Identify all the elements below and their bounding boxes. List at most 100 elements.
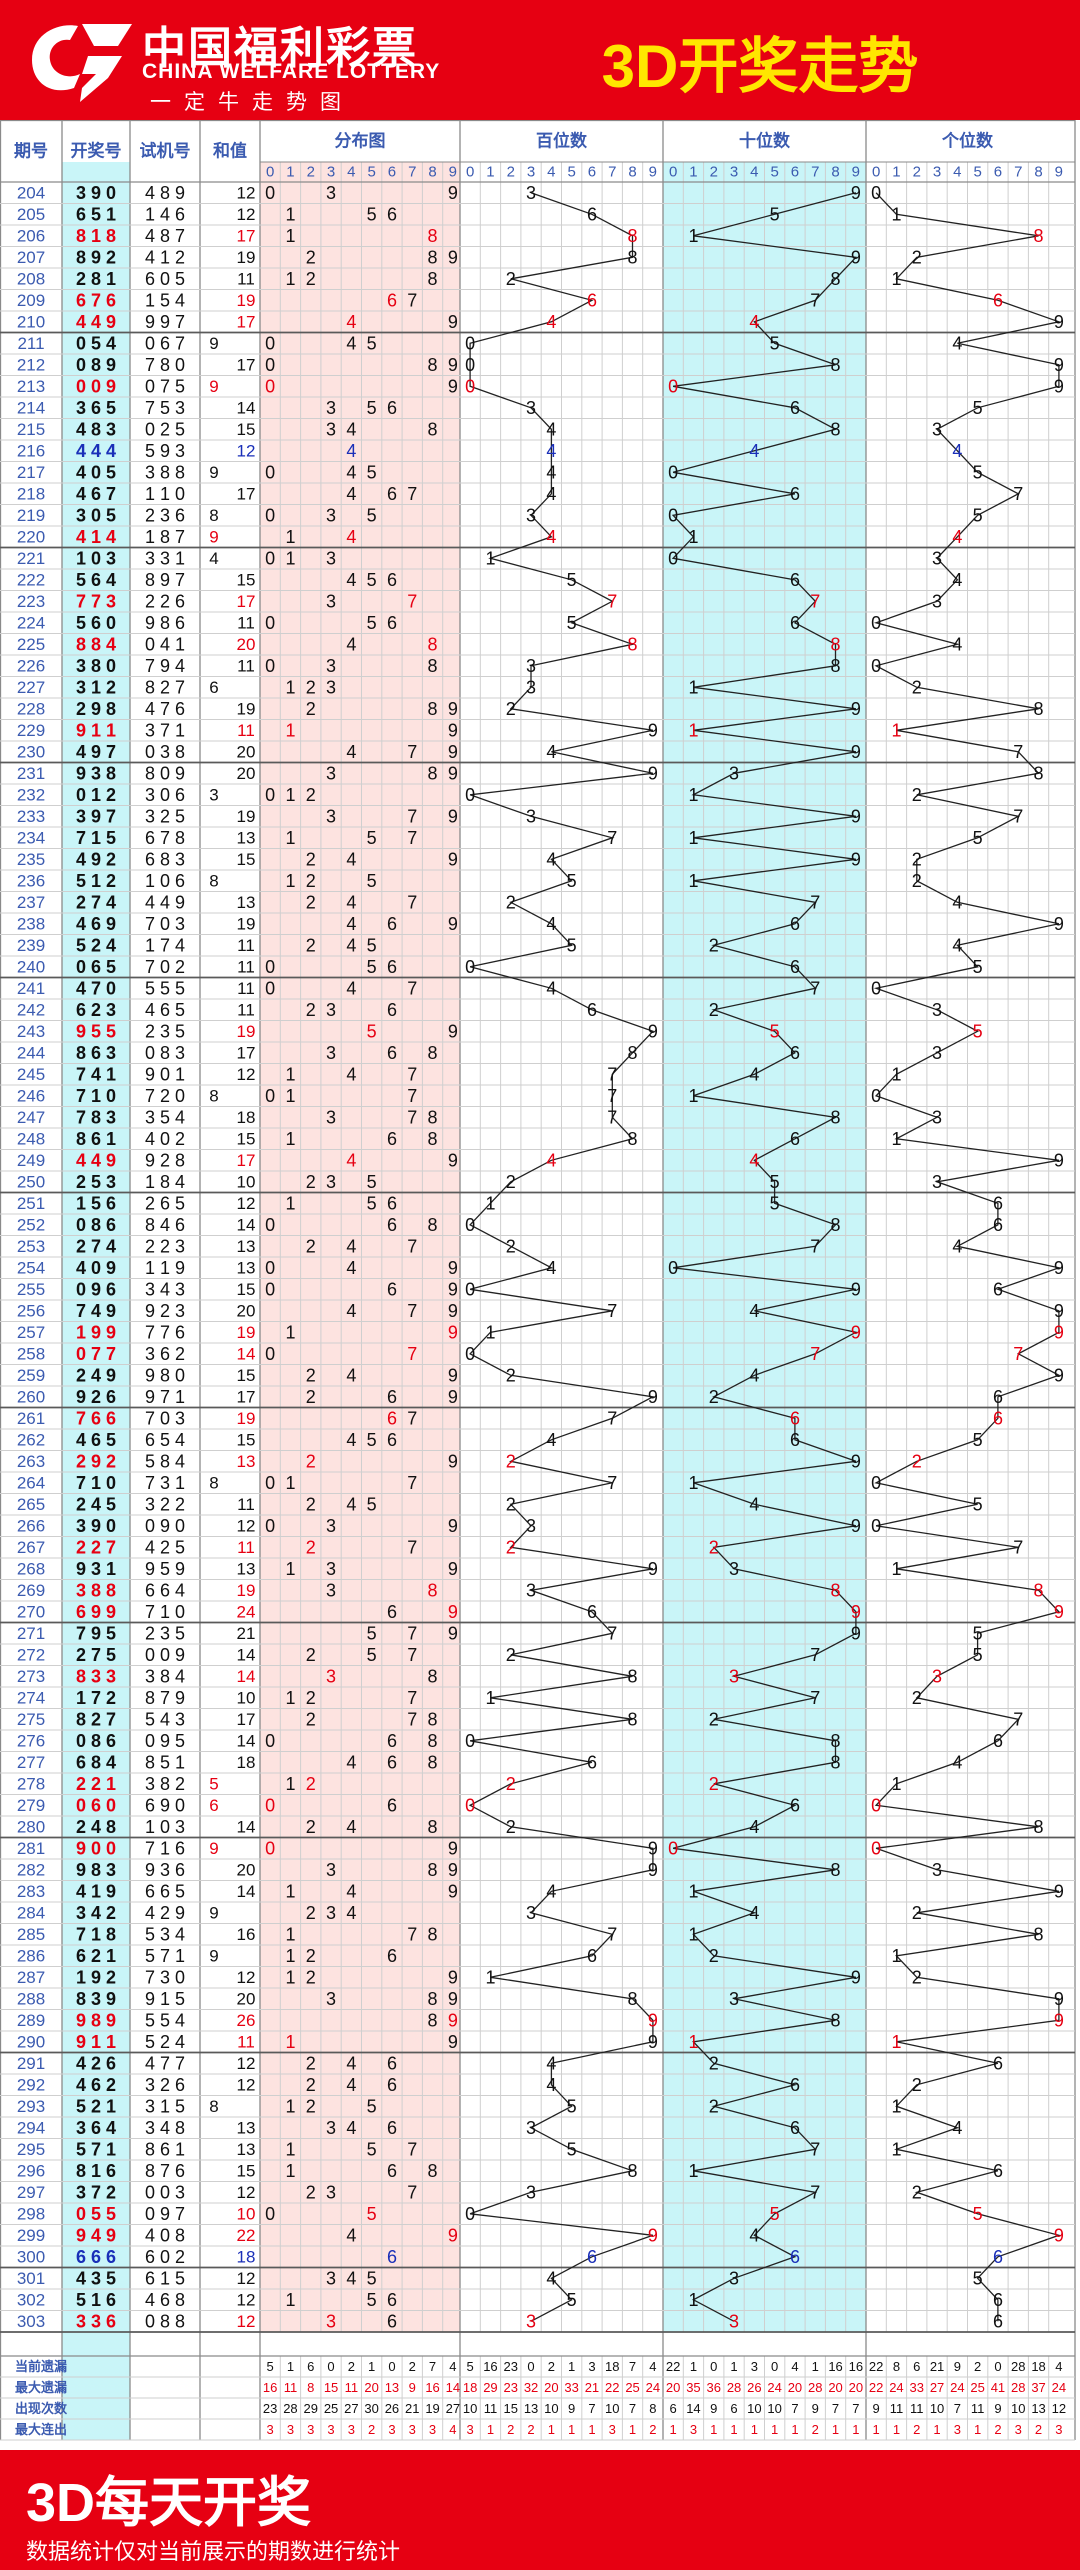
stat-value: 10 [767, 2401, 781, 2416]
draw-number: 4 6 5 [76, 1430, 116, 1450]
tens-digit: 8 [831, 1107, 841, 1127]
tens-digit: 4 [749, 2225, 759, 2245]
hundreds-digit: 2 [506, 892, 516, 912]
distribution-digit: 8 [428, 1043, 438, 1063]
draw-number: 6 9 9 [76, 1602, 116, 1622]
distribution-digit: 2 [306, 1688, 316, 1708]
section-header: 百位数 [536, 131, 588, 151]
hundreds-digit: 1 [485, 1688, 495, 1708]
stat-value: 9 [873, 2401, 880, 2416]
distribution-digit: 3 [326, 656, 336, 676]
distribution-digit: 5 [367, 1193, 377, 1213]
test-number: 4 6 5 [145, 1000, 185, 1020]
tens-digit: 6 [790, 1408, 800, 1428]
tens-digit: 1 [688, 785, 698, 805]
digit-header: 4 [750, 164, 758, 181]
distribution-digit: 2 [306, 1903, 316, 1923]
stat-value: 37 [1031, 2380, 1045, 2395]
hundreds-digit: 2 [506, 1236, 516, 1256]
period-number: 249 [17, 1151, 45, 1170]
period-number: 282 [17, 1860, 45, 1879]
distribution-digit: 0 [265, 978, 275, 998]
distribution-digit: 5 [367, 1430, 377, 1450]
draw-number: 9 3 8 [76, 763, 116, 783]
stat-value: 4 [449, 2422, 456, 2437]
digit-header: 6 [388, 164, 396, 181]
distribution-digit: 7 [407, 1645, 417, 1665]
sum-value: 14 [237, 398, 256, 417]
hundreds-digit: 9 [648, 2010, 658, 2030]
test-number: 3 2 2 [145, 1494, 185, 1514]
distribution-digit: 3 [326, 1903, 336, 1923]
draw-number: 7 6 6 [76, 1408, 116, 1428]
period-number: 299 [17, 2226, 45, 2245]
section-header: 个位数 [941, 131, 994, 151]
sum-value: 10 [237, 1688, 256, 1707]
stat-value: 7 [588, 2401, 595, 2416]
test-number: 0 8 8 [145, 2311, 185, 2331]
stat-value: 3 [690, 2422, 697, 2437]
stat-value: 29 [483, 2380, 497, 2395]
stat-value: 18 [463, 2380, 477, 2395]
tens-digit: 1 [688, 1881, 698, 1901]
sum-value: 11 [237, 613, 255, 632]
tens-digit: 0 [668, 1258, 678, 1278]
stat-value: 1 [730, 2359, 737, 2374]
distribution-digit: 4 [346, 1881, 356, 1901]
period-number: 258 [17, 1344, 45, 1363]
test-number: 0 7 5 [145, 376, 185, 396]
tens-digit: 6 [790, 1129, 800, 1149]
units-digit: 1 [891, 1129, 901, 1149]
test-number: 3 1 5 [145, 2096, 185, 2116]
stat-value: 11 [345, 2380, 359, 2395]
distribution-digit: 0 [265, 613, 275, 633]
sum-value: 17 [237, 355, 256, 374]
test-number: 7 3 1 [145, 1473, 185, 1493]
digit-header: 3 [527, 164, 535, 181]
distribution-digit: 8 [428, 1107, 438, 1127]
distribution-digit: 2 [306, 1494, 316, 1514]
hundreds-digit: 4 [546, 462, 556, 482]
distribution-digit: 1 [285, 828, 295, 848]
distribution-digit: 2 [306, 1946, 316, 1966]
distribution-digit: 3 [326, 2268, 336, 2288]
distribution-digit: 7 [407, 1623, 417, 1643]
sum-value: 12 [237, 2054, 256, 2073]
stat-value: 27 [446, 2401, 460, 2416]
draw-number: 5 1 2 [76, 871, 116, 891]
distribution-digit: 5 [367, 2290, 377, 2310]
hundreds-digit: 7 [607, 1064, 617, 1084]
distribution-digit: 1 [285, 1473, 295, 1493]
sum-value: 9 [209, 463, 218, 482]
draw-number: 3 7 2 [76, 2182, 116, 2202]
hundreds-digit: 8 [628, 226, 638, 246]
test-number: 3 4 8 [145, 2118, 185, 2138]
units-digit: 6 [993, 1731, 1003, 1751]
sum-value: 12 [237, 1194, 256, 1213]
distribution-digit: 4 [346, 1494, 356, 1514]
draw-number: 8 9 2 [76, 247, 116, 267]
units-digit: 0 [871, 656, 881, 676]
test-number: 9 8 6 [145, 613, 185, 633]
distribution-digit: 0 [265, 333, 275, 353]
test-number: 6 7 8 [145, 828, 185, 848]
hundreds-digit: 2 [506, 1451, 516, 1471]
test-number: 7 8 0 [145, 355, 185, 375]
sum-value: 20 [237, 1860, 256, 1879]
stat-value: 23 [504, 2359, 518, 2374]
hundreds-digit: 3 [526, 2182, 536, 2202]
distribution-digit: 4 [346, 484, 356, 504]
distribution-digit: 1 [285, 1559, 295, 1579]
units-digit: 7 [1013, 484, 1023, 504]
units-digit: 7 [1013, 806, 1023, 826]
sum-value: 17 [237, 1710, 256, 1729]
draw-number: 4 1 4 [76, 527, 116, 547]
distribution-digit: 4 [346, 1365, 356, 1385]
hundreds-digit: 5 [567, 613, 577, 633]
tens-digit: 8 [831, 1860, 841, 1880]
distribution-digit: 1 [285, 785, 295, 805]
distribution-digit: 3 [326, 1516, 336, 1536]
distribution-digit: 0 [265, 462, 275, 482]
stat-value: 14 [686, 2401, 700, 2416]
period-number: 267 [17, 1538, 45, 1557]
